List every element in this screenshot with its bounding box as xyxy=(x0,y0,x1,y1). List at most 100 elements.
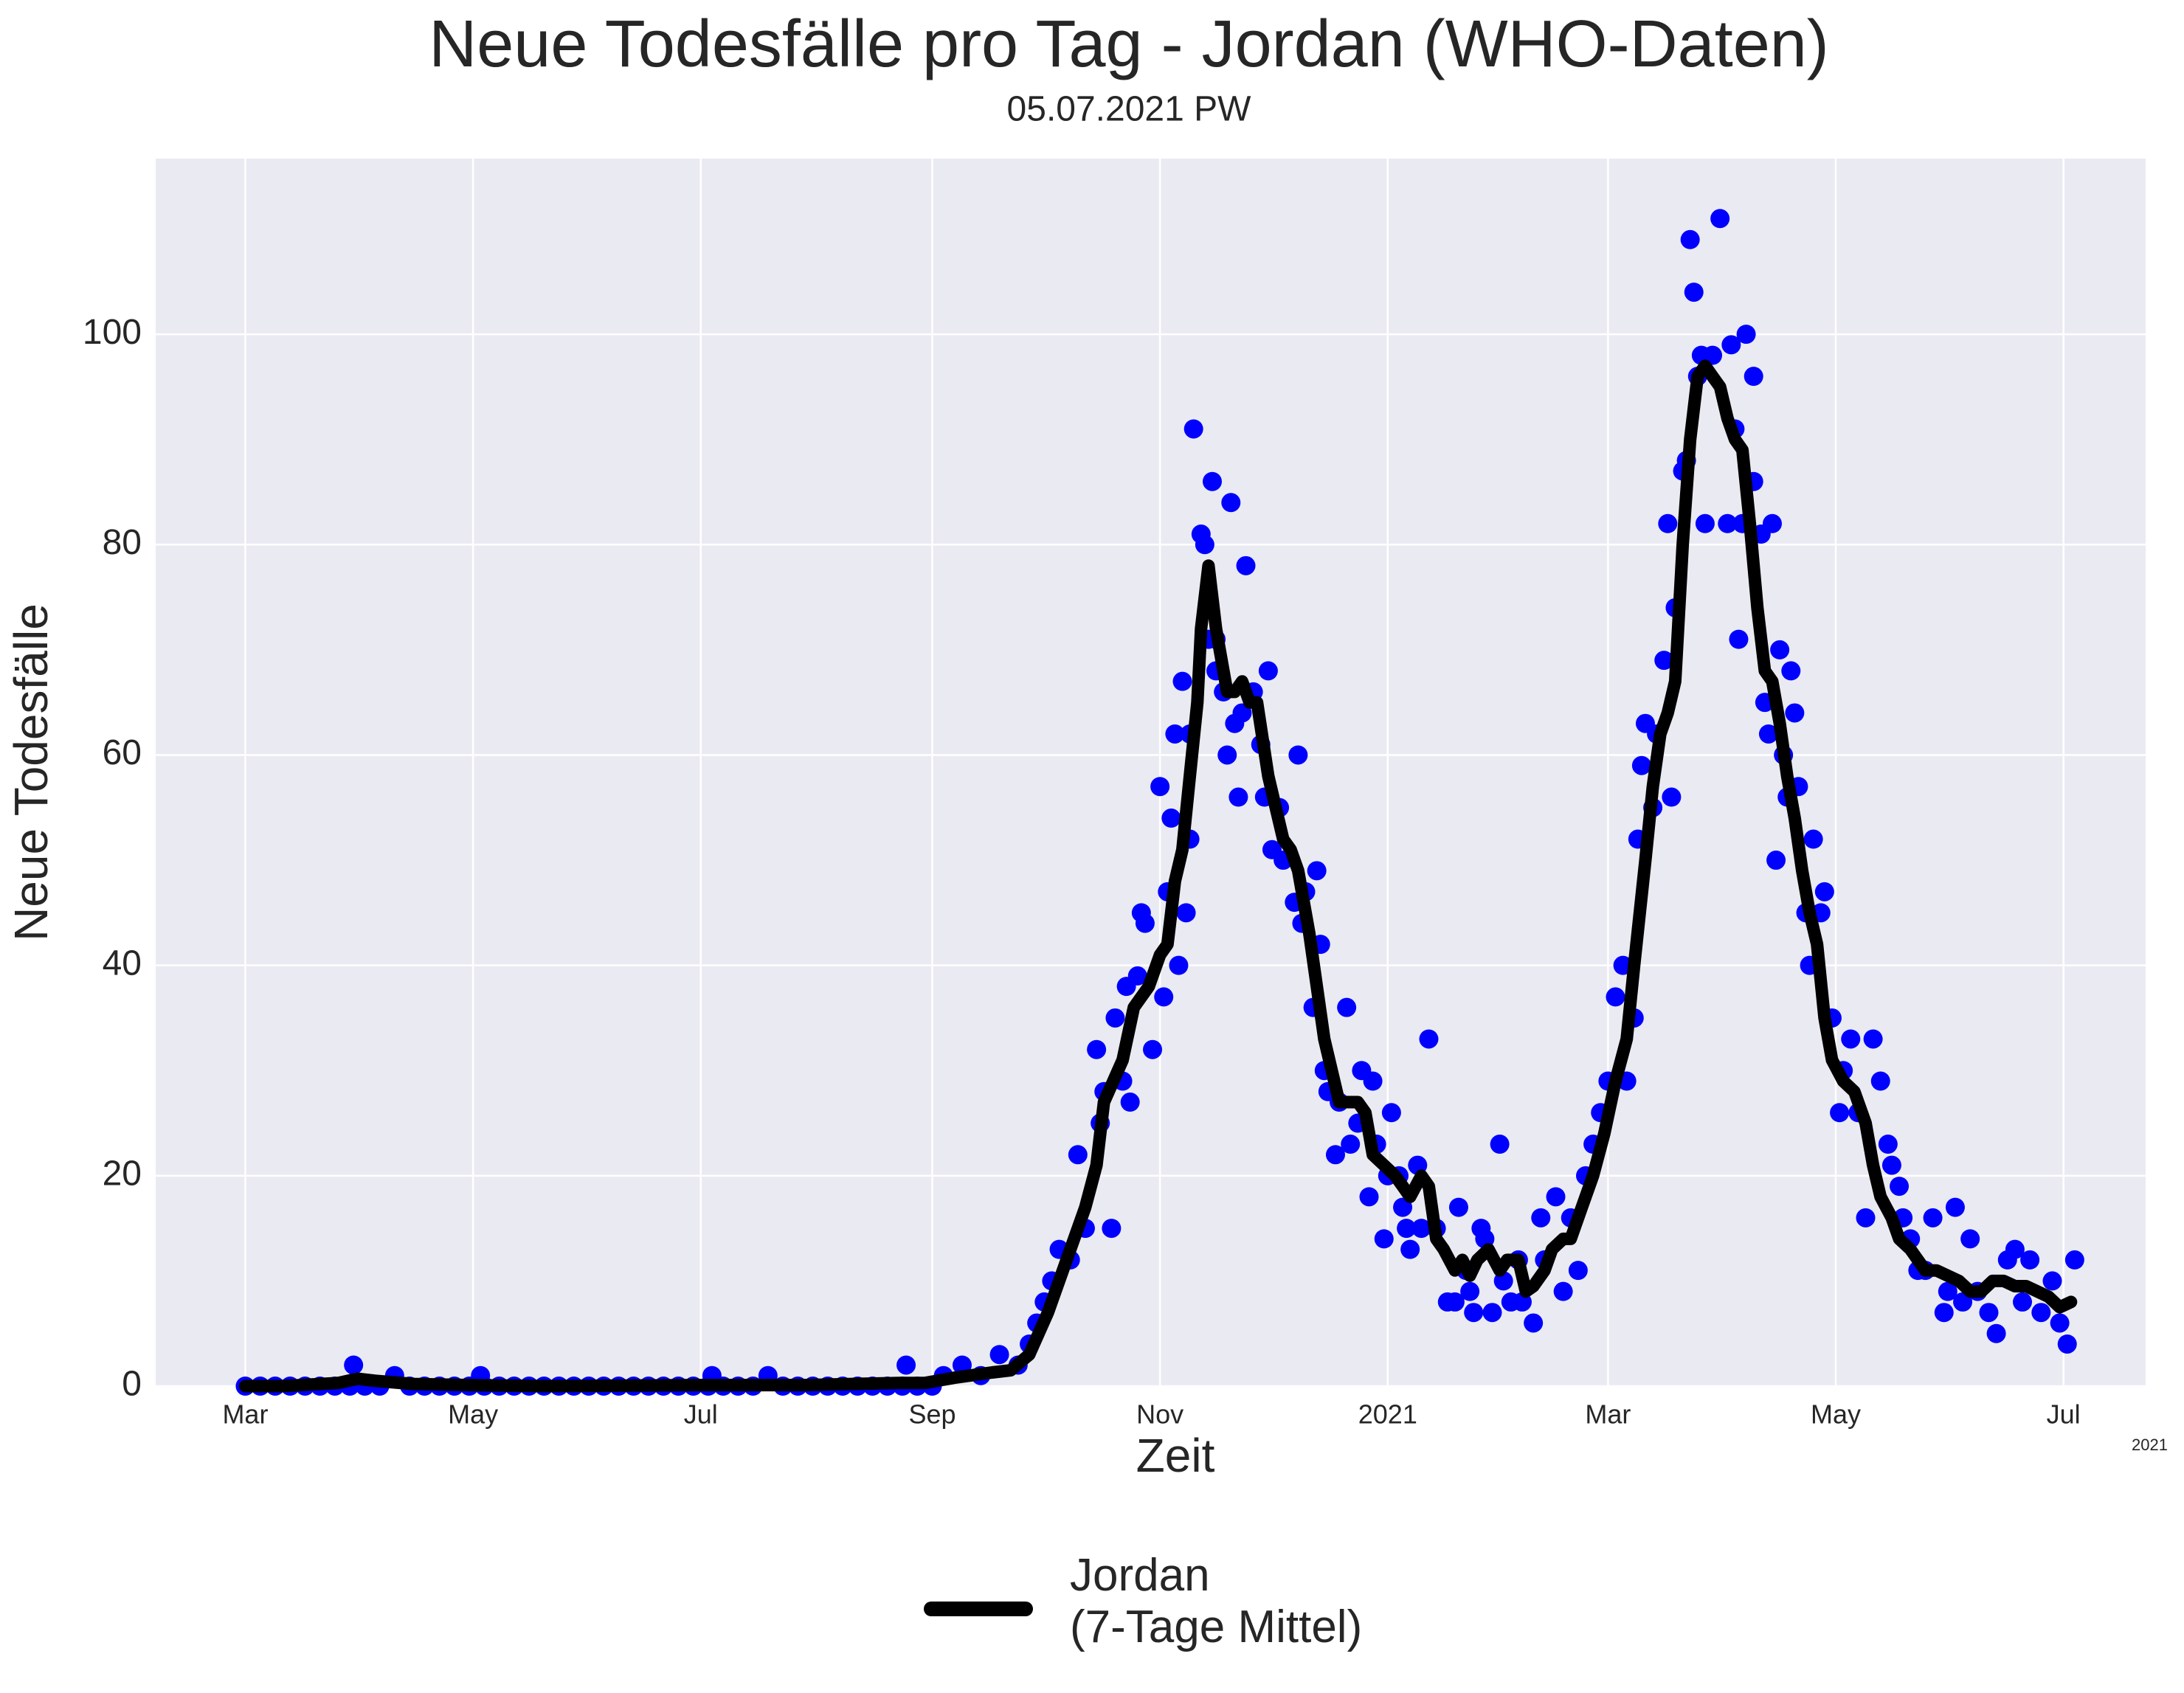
data-point xyxy=(1718,513,1738,533)
data-point xyxy=(1736,325,1756,345)
data-point xyxy=(1856,1208,1876,1228)
data-point xyxy=(344,1355,364,1375)
data-point xyxy=(1460,1281,1480,1301)
data-point xyxy=(2020,1250,2040,1270)
data-point xyxy=(1464,1303,1484,1323)
data-point xyxy=(1154,987,1174,1007)
x-tick-label: 2021 xyxy=(1358,1399,1417,1430)
data-point xyxy=(1553,1281,1573,1301)
y-tick-label: 60 xyxy=(103,733,142,772)
x-tick-label: Mar xyxy=(222,1399,268,1430)
data-point xyxy=(1381,1103,1401,1123)
data-point xyxy=(2057,1334,2077,1354)
data-point xyxy=(1232,703,1252,723)
data-point xyxy=(1221,493,1241,513)
data-point xyxy=(1236,555,1256,575)
data-point xyxy=(1945,1197,1965,1217)
mean-line xyxy=(238,359,2078,1393)
y-tick-label: 0 xyxy=(122,1365,142,1404)
data-point xyxy=(1120,1093,1140,1112)
x-tick-label: Jul xyxy=(684,1399,718,1430)
data-point xyxy=(1258,661,1278,681)
data-point xyxy=(1870,1071,1890,1091)
data-point xyxy=(1490,1135,1510,1154)
data-point xyxy=(1172,671,1192,691)
data-point xyxy=(1143,1039,1163,1059)
legend-label: Jordan (7-Tage Mittel) xyxy=(1070,1550,1363,1652)
data-point xyxy=(1684,283,1704,302)
y-tick-label: 80 xyxy=(103,523,142,562)
data-point xyxy=(1803,829,1823,849)
data-point xyxy=(1135,913,1155,933)
data-point xyxy=(1169,955,1189,975)
x-tick-label: Sep xyxy=(908,1399,956,1430)
data-point xyxy=(1195,535,1214,555)
data-point xyxy=(1165,724,1185,744)
data-point xyxy=(1606,987,1625,1007)
data-point xyxy=(1341,1135,1361,1154)
data-point xyxy=(1337,997,1357,1017)
data-point xyxy=(1830,1103,1850,1123)
data-point xyxy=(989,1345,1009,1365)
data-point xyxy=(1202,471,1222,491)
data-point xyxy=(1814,882,1834,901)
chart-subtitle: 05.07.2021 PW xyxy=(1007,90,1252,129)
data-point xyxy=(1662,787,1682,807)
x-tick-label: May xyxy=(448,1399,498,1430)
data-point xyxy=(1150,777,1170,797)
chart-title: Neue Todesfälle pro Tag - Jordan (WHO-Da… xyxy=(429,7,1829,81)
data-point xyxy=(1703,345,1723,365)
x-tick-label: Mar xyxy=(1585,1399,1631,1430)
data-point xyxy=(1890,1177,1910,1197)
y-tick-label: 100 xyxy=(83,313,142,352)
data-point xyxy=(1744,367,1763,387)
data-point xyxy=(1393,1197,1413,1217)
data-point xyxy=(1161,809,1181,828)
data-point xyxy=(1102,1219,1122,1239)
data-point xyxy=(1546,1187,1566,1207)
data-point xyxy=(1068,1145,1088,1165)
data-point xyxy=(1217,745,1237,765)
data-point xyxy=(1654,651,1674,671)
data-point xyxy=(1419,1029,1439,1049)
data-point xyxy=(1176,903,1196,923)
data-point xyxy=(1400,1239,1420,1259)
data-point xyxy=(1710,209,1730,229)
data-point xyxy=(1127,966,1147,986)
data-point xyxy=(1228,787,1248,807)
data-point xyxy=(1087,1039,1107,1059)
data-point xyxy=(1680,229,1700,249)
data-point xyxy=(1445,1292,1465,1312)
legend-entry: Jordan (7-Tage Mittel) xyxy=(1070,1550,1363,1652)
x-axis-label: Zeit xyxy=(1136,1429,1215,1482)
data-point xyxy=(1923,1208,1943,1228)
data-point xyxy=(1881,1155,1901,1175)
data-point xyxy=(1758,724,1778,744)
y-axis-label: Neue Todesfälle xyxy=(4,603,58,941)
data-point xyxy=(1953,1292,1973,1312)
x-tick-label: Jul xyxy=(2047,1399,2081,1430)
legend: Jordan (7-Tage Mittel) xyxy=(924,1550,1363,1652)
data-point xyxy=(1631,755,1651,775)
data-point xyxy=(2064,1250,2084,1270)
data-point xyxy=(2050,1313,2070,1333)
data-point xyxy=(1695,513,1715,533)
data-point xyxy=(1288,745,1308,765)
y-tick-label: 20 xyxy=(103,1154,142,1193)
data-point xyxy=(1721,335,1741,355)
data-point xyxy=(1986,1323,2006,1343)
data-point xyxy=(1762,513,1782,533)
data-point xyxy=(1531,1208,1551,1228)
data-point xyxy=(1878,1135,1898,1154)
data-point xyxy=(2005,1239,2025,1259)
data-point xyxy=(1841,1029,1861,1049)
data-point xyxy=(1397,1219,1417,1239)
data-point xyxy=(896,1355,916,1375)
data-point xyxy=(1729,629,1749,649)
data-point xyxy=(1863,1029,1883,1049)
data-point xyxy=(1363,1071,1383,1091)
data-point xyxy=(1448,1197,1468,1217)
data-point xyxy=(1325,1145,1345,1165)
data-point xyxy=(1482,1303,1502,1323)
data-point xyxy=(1105,1008,1125,1028)
